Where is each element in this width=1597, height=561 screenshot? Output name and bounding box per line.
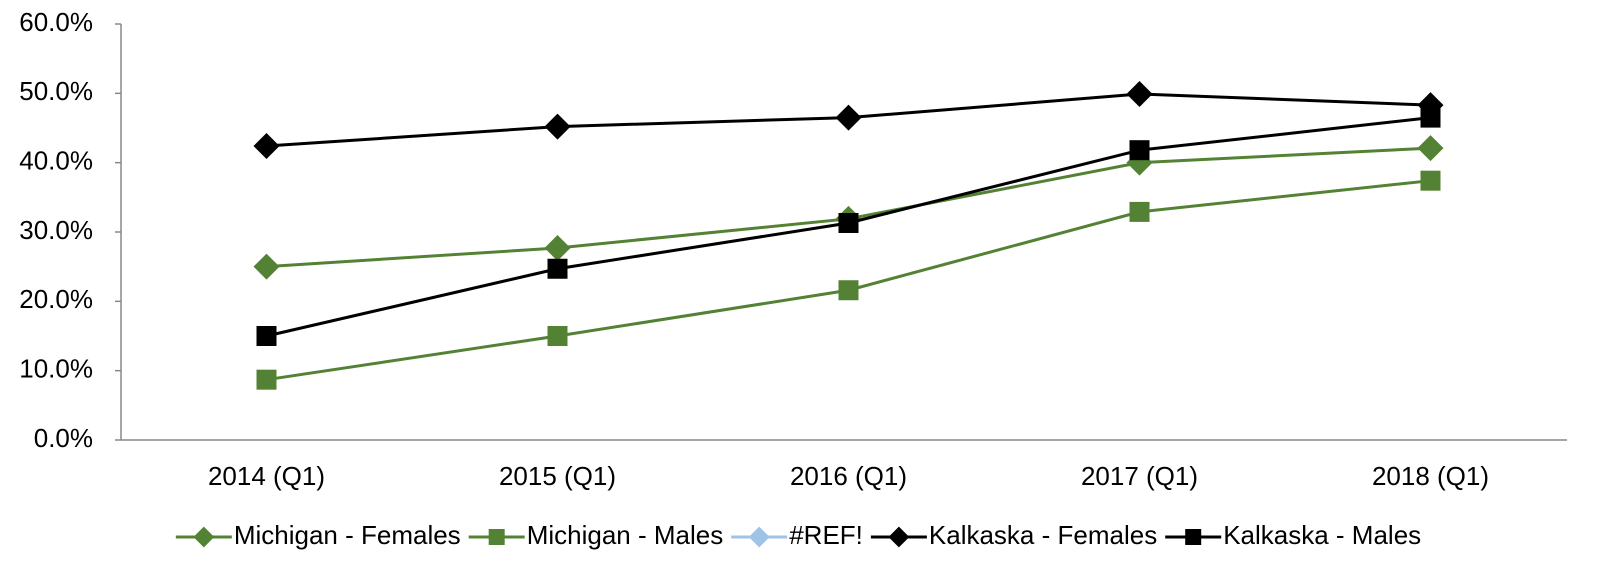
legend-label: Michigan - Males	[527, 520, 724, 550]
x-tick-label: 2017 (Q1)	[1081, 461, 1198, 491]
marker	[253, 253, 280, 280]
marker	[488, 529, 505, 545]
y-tick-label: 40.0%	[19, 146, 93, 176]
marker	[256, 369, 277, 390]
marker	[547, 326, 568, 346]
marker	[835, 104, 862, 131]
y-tick-label: 50.0%	[19, 76, 93, 106]
x-tick-label: 2018 (Q1)	[1372, 461, 1489, 491]
legend: Michigan - Females Michigan - Males #REF! K…	[175, 520, 1421, 550]
marker	[544, 234, 571, 261]
marker	[838, 212, 859, 233]
legend-label: #REF!	[789, 520, 863, 550]
marker	[888, 526, 910, 548]
x-tick-label: 2016 (Q1)	[790, 461, 907, 491]
marker	[256, 326, 277, 346]
marker	[1420, 107, 1441, 128]
marker	[1126, 81, 1153, 108]
marker	[1129, 140, 1150, 161]
x-tick-label: 2015 (Q1)	[499, 461, 616, 491]
marker	[253, 133, 280, 160]
marker	[1185, 529, 1202, 545]
y-tick-label: 10.0%	[19, 354, 93, 384]
marker	[544, 113, 571, 140]
marker	[193, 526, 215, 548]
y-tick-label: 0.0%	[34, 423, 93, 453]
legend-label: Michigan - Females	[234, 520, 461, 550]
y-tick-label: 20.0%	[19, 284, 93, 314]
marker	[1417, 135, 1444, 162]
marker	[1420, 170, 1441, 191]
x-tick-label: 2014 (Q1)	[208, 461, 325, 491]
marker	[748, 526, 770, 548]
marker	[1129, 201, 1150, 222]
marker	[838, 280, 859, 301]
legend-label: Kalkaska - Males	[1223, 520, 1421, 550]
y-tick-label: 60.0%	[19, 7, 93, 37]
y-tick-label: 30.0%	[19, 215, 93, 245]
legend-label: Kalkaska - Females	[929, 520, 1157, 550]
marker	[547, 258, 568, 279]
